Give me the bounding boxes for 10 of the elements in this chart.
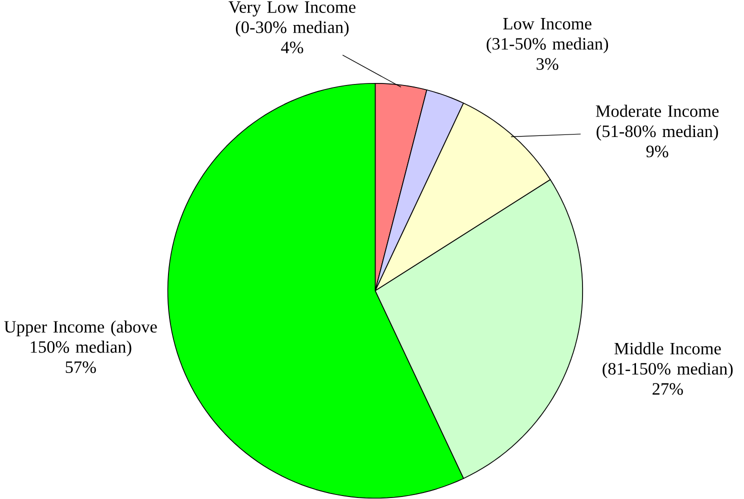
data-label: 4% (281, 42, 304, 54)
data-label: 9% (646, 146, 668, 158)
slice-label: Low Income (31-50% median) (486, 18, 608, 54)
slice-label: Middle Income (81-150% median) (602, 342, 733, 378)
data-label: 27% (652, 383, 683, 396)
slice-label: Moderate Income (51-80% median) (596, 104, 719, 141)
data-label: 57% (66, 362, 96, 374)
data-label: 3% (536, 58, 558, 70)
slice-label: Upper Income (above 150% median) (4, 320, 157, 357)
slice-label: Very Low Income (0-30% median) (228, 2, 356, 37)
